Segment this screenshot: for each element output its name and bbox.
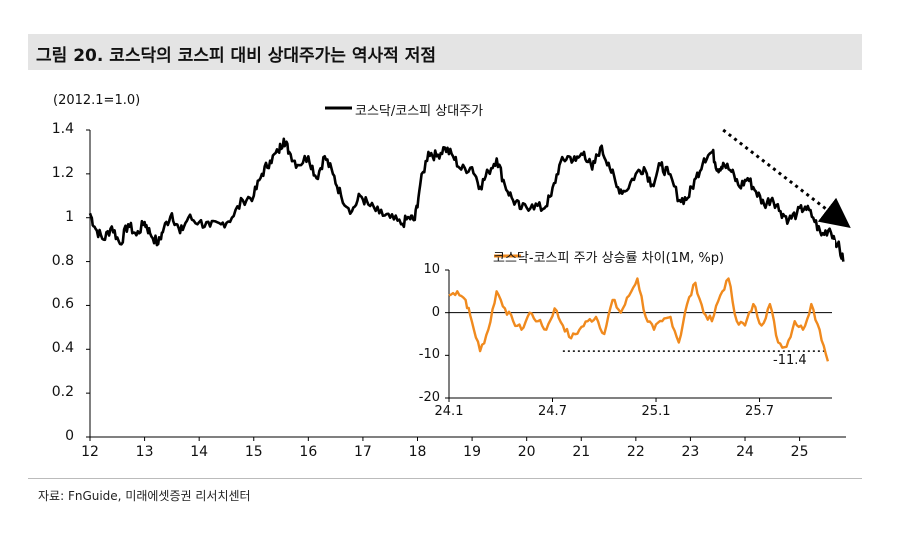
title-bar: 그림 20. 코스닥의 코스피 대비 상대주가는 역사적 저점 bbox=[28, 34, 862, 70]
inset-legend-label: 코스닥-코스피 주가 상승률 차이(1M, %p) bbox=[493, 251, 725, 266]
main-x-tick-label: 15 bbox=[244, 444, 263, 460]
main-legend-label: 코스닥/코스피 상대주가 bbox=[355, 104, 484, 119]
main-x-tick-label: 13 bbox=[135, 444, 154, 460]
source-divider bbox=[28, 478, 862, 479]
unit-note: (2012.1=1.0) bbox=[53, 93, 141, 108]
inset-x-tick-label: 25.7 bbox=[745, 404, 774, 419]
inset-x-tick-label: 24.7 bbox=[538, 404, 567, 419]
main-x-tick-label: 24 bbox=[736, 444, 754, 460]
source-note: 자료: FnGuide, 미래에셋증권 리서치센터 bbox=[38, 489, 251, 503]
main-x-tick-label: 16 bbox=[299, 444, 318, 460]
main-y-tick-marks bbox=[86, 129, 90, 438]
inset-last-value-annotation: -11.4 bbox=[773, 353, 807, 368]
main-x-tick-label: 19 bbox=[463, 444, 481, 460]
main-y-tick-label: 1 bbox=[65, 208, 74, 225]
inset-y-tick-label: 0 bbox=[431, 304, 440, 320]
inset-y-tick-label: -20 bbox=[418, 390, 440, 405]
main-y-tick-label: 0.6 bbox=[51, 296, 74, 313]
main-y-tick-label: 0 bbox=[65, 428, 74, 444]
main-x-tick-label: 20 bbox=[517, 444, 536, 460]
inset-background bbox=[415, 240, 835, 420]
main-x-tick-label: 22 bbox=[626, 444, 645, 460]
inset-y-tick-marks bbox=[445, 269, 449, 399]
main-x-tick-label: 14 bbox=[190, 444, 209, 460]
main-x-tick-label: 18 bbox=[408, 444, 427, 460]
chart-title: 그림 20. 코스닥의 코스피 대비 상대주가는 역사적 저점 bbox=[36, 46, 436, 66]
main-x-tick-label: 23 bbox=[681, 444, 700, 460]
main-x-tick-label: 21 bbox=[572, 444, 591, 460]
main-series-line bbox=[88, 137, 845, 262]
main-x-tick-label: 25 bbox=[790, 444, 809, 460]
inset-y-tick-label: -10 bbox=[418, 347, 440, 363]
main-y-tick-label: 0.4 bbox=[51, 340, 74, 357]
main-x-tick-marks bbox=[89, 437, 801, 441]
main-y-tick-label: 1.4 bbox=[51, 121, 74, 137]
main-x-tick-label: 17 bbox=[354, 444, 372, 460]
main-y-tick-label: 0.2 bbox=[51, 384, 74, 401]
downtrend-arrow bbox=[722, 128, 851, 228]
inset-y-tick-label: 10 bbox=[423, 262, 440, 277]
inset-series-line bbox=[448, 277, 830, 362]
inset-x-tick-marks bbox=[448, 398, 761, 402]
inset-x-tick-label: 24.1 bbox=[434, 404, 464, 419]
main-x-tick-label: 12 bbox=[81, 444, 99, 460]
inset-x-tick-label: 25.1 bbox=[641, 404, 671, 419]
main-y-tick-label: 0.8 bbox=[51, 252, 74, 269]
main-y-tick-label: 1.2 bbox=[51, 164, 74, 181]
